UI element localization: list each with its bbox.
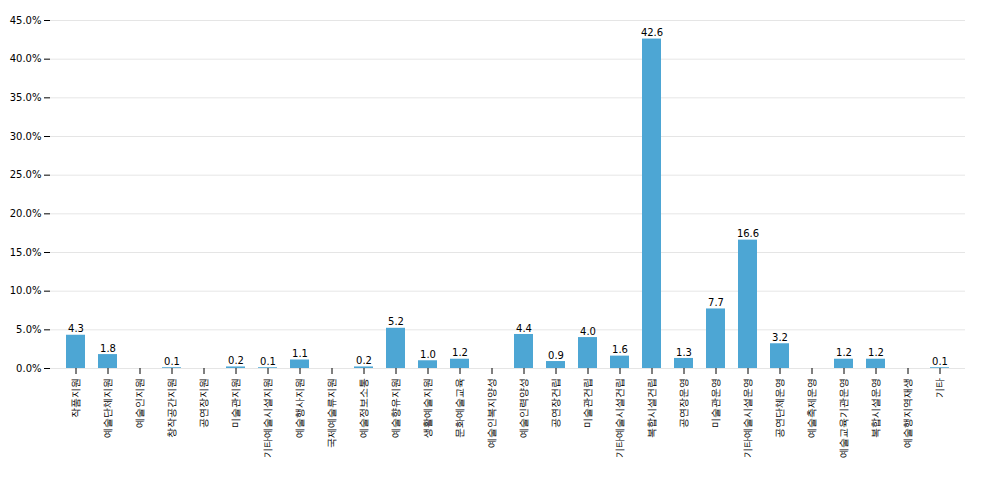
svg-text:생활예술지원: 생활예술지원 — [422, 378, 433, 438]
svg-text:기타예술시설건립: 기타예술시설건립 — [614, 378, 625, 458]
svg-text:예술축제운영: 예술축제운영 — [806, 378, 817, 438]
svg-text:0.9: 0.9 — [548, 350, 564, 361]
svg-text:기타: 기타 — [934, 378, 945, 398]
svg-text:공연장건립: 공연장건립 — [550, 378, 561, 428]
svg-text:30.0%: 30.0% — [10, 131, 42, 142]
svg-text:공연장운영: 공연장운영 — [678, 378, 689, 428]
svg-text:창작공간지원: 창작공간지원 — [166, 378, 177, 438]
svg-text:예술향유지원: 예술향유지원 — [390, 378, 401, 438]
svg-text:0.1: 0.1 — [164, 356, 180, 367]
svg-text:5.2: 5.2 — [388, 316, 404, 327]
svg-text:0.2: 0.2 — [228, 355, 244, 366]
svg-text:미술관건립: 미술관건립 — [582, 378, 593, 428]
svg-text:0.1: 0.1 — [932, 356, 948, 367]
svg-text:기타예술시설운영: 기타예술시설운영 — [742, 378, 753, 458]
svg-text:1.1: 1.1 — [292, 348, 308, 359]
svg-text:예술인지원: 예술인지원 — [134, 378, 145, 428]
svg-text:1.2: 1.2 — [868, 347, 884, 358]
svg-text:7.7: 7.7 — [708, 297, 724, 308]
svg-text:공연단체운영: 공연단체운영 — [774, 378, 785, 438]
svg-text:45.0%: 45.0% — [10, 15, 42, 26]
svg-text:예술인복지양성: 예술인복지양성 — [486, 378, 497, 448]
svg-text:작품지원: 작품지원 — [70, 378, 81, 418]
svg-text:35.0%: 35.0% — [10, 92, 42, 103]
svg-text:4.4: 4.4 — [516, 323, 532, 334]
svg-text:4.3: 4.3 — [68, 323, 84, 334]
svg-text:1.2: 1.2 — [836, 347, 852, 358]
svg-text:미술관지원: 미술관지원 — [230, 378, 241, 428]
svg-text:복합시설건립: 복합시설건립 — [646, 378, 657, 438]
svg-text:1.8: 1.8 — [100, 343, 116, 354]
svg-text:예술단체지원: 예술단체지원 — [102, 378, 113, 438]
svg-text:4.0: 4.0 — [580, 326, 596, 337]
svg-text:42.6: 42.6 — [641, 27, 663, 38]
svg-text:16.6: 16.6 — [737, 228, 759, 239]
svg-text:0.1: 0.1 — [260, 356, 276, 367]
svg-text:공연장지원: 공연장지원 — [198, 378, 209, 428]
svg-text:3.2: 3.2 — [772, 332, 788, 343]
svg-text:15.0%: 15.0% — [10, 247, 42, 258]
svg-text:1.0: 1.0 — [420, 349, 436, 360]
svg-text:기타예술시설지원: 기타예술시설지원 — [262, 378, 273, 458]
svg-text:예술행지역재생: 예술행지역재생 — [902, 378, 913, 448]
svg-text:1.3: 1.3 — [676, 347, 692, 358]
svg-text:0.2: 0.2 — [356, 355, 372, 366]
svg-text:예술정보소통: 예술정보소통 — [358, 378, 369, 438]
svg-text:25.0%: 25.0% — [10, 169, 42, 180]
svg-text:20.0%: 20.0% — [10, 208, 42, 219]
svg-text:10.0%: 10.0% — [10, 285, 42, 296]
svg-text:예술교육기관운영: 예술교육기관운영 — [838, 378, 849, 458]
svg-text:40.0%: 40.0% — [10, 53, 42, 64]
svg-text:0.0%: 0.0% — [16, 363, 41, 374]
svg-text:미술관운영: 미술관운영 — [710, 378, 721, 428]
svg-text:예술인력양성: 예술인력양성 — [518, 378, 529, 438]
svg-text:1.2: 1.2 — [452, 347, 468, 358]
svg-text:예술행사지원: 예술행사지원 — [294, 378, 305, 438]
svg-text:복합시설운영: 복합시설운영 — [870, 378, 881, 438]
svg-text:5.0%: 5.0% — [16, 324, 41, 335]
svg-text:문화예술교육: 문화예술교육 — [454, 378, 465, 438]
svg-text:국제예술류지원: 국제예술류지원 — [326, 378, 337, 448]
svg-text:1.6: 1.6 — [612, 344, 628, 355]
